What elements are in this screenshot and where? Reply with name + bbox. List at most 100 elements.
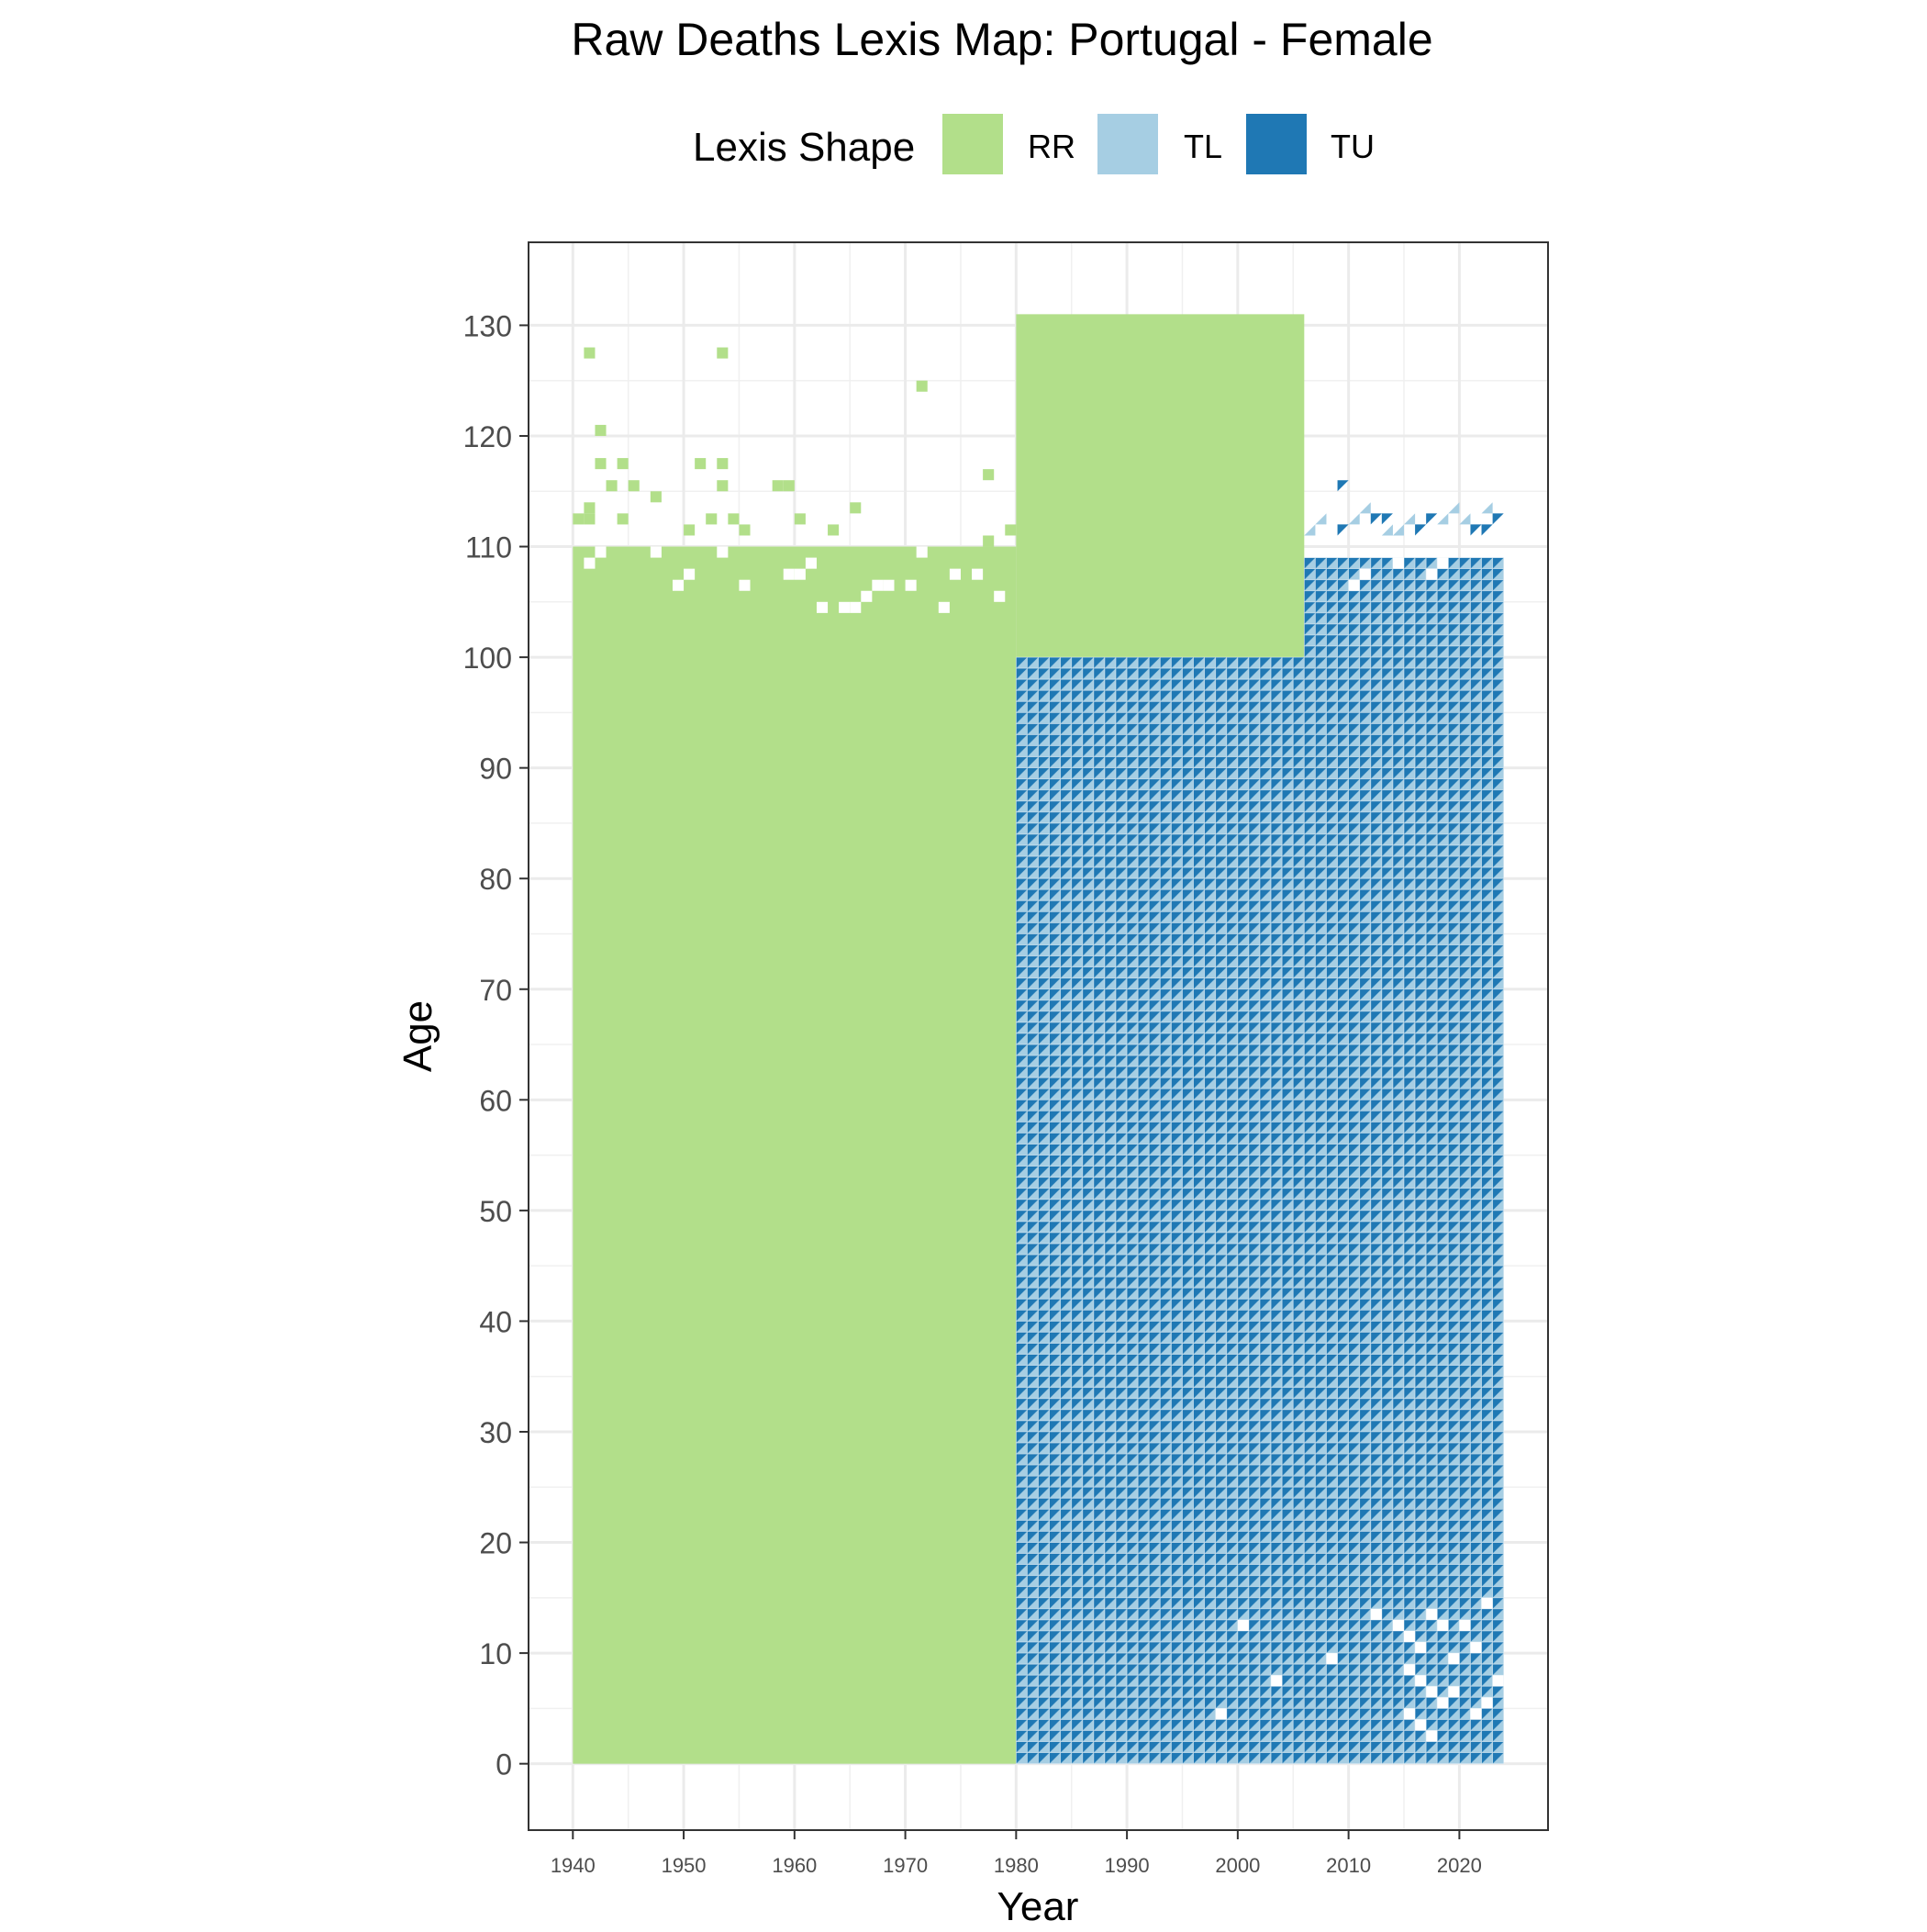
rr-gap: [861, 590, 873, 602]
tl-cell: [1404, 513, 1416, 525]
tltu-gap: [1470, 1642, 1482, 1654]
tu-cell: [1470, 524, 1482, 536]
tu-cell: [1415, 524, 1427, 536]
rr-gap: [839, 601, 851, 613]
tltu-gap: [1459, 1619, 1471, 1631]
rr-gap: [872, 579, 884, 591]
tltu-gap: [1481, 1697, 1493, 1709]
rr-cell: [606, 480, 618, 492]
panel-border: [528, 241, 1549, 1831]
tu-cell: [1381, 513, 1393, 525]
tltu-gap: [1470, 1708, 1482, 1720]
rr-cell: [695, 458, 707, 470]
tl-cell: [1392, 524, 1405, 536]
lexis-cells: [573, 314, 1505, 1765]
tltu-gap: [1426, 568, 1438, 580]
rr-cell: [717, 480, 729, 492]
legend-key-tu: [1246, 114, 1307, 174]
tltu-gap: [1404, 1708, 1416, 1720]
tltu-gap: [1271, 1675, 1283, 1687]
rr-gap: [883, 579, 895, 591]
rr-cell: [983, 535, 995, 547]
rr-cell: [828, 524, 840, 536]
x-axis: 1940 1950 1960 1970 1980 1990 2000 2010 2020: [551, 1830, 1482, 1877]
tltu-gap: [1404, 1664, 1416, 1676]
y-tick-label: 10: [479, 1637, 512, 1670]
rr-cell: [717, 347, 729, 359]
x-tick-label: 1990: [1105, 1854, 1150, 1877]
tu-cell: [1337, 480, 1349, 492]
rr-cell: [850, 502, 862, 514]
y-tick-label: 80: [479, 863, 512, 896]
rr-cell: [684, 524, 696, 536]
rr-gap: [584, 557, 596, 569]
rr-cell: [584, 502, 596, 514]
rr-cell: [717, 458, 729, 470]
tu-cell: [1370, 513, 1382, 525]
legend-label-tl: TL: [1184, 128, 1222, 165]
rr-gap: [739, 579, 751, 591]
tltu-gap: [1370, 1608, 1382, 1620]
y-tick-label: 70: [479, 974, 512, 1007]
cell-separators: [1015, 557, 1505, 1765]
y-tick-label: 100: [463, 642, 512, 675]
chart-title: Raw Deaths Lexis Map: Portugal - Female: [571, 14, 1432, 65]
tltu-gap: [1415, 1642, 1427, 1654]
region-rr: [1016, 314, 1305, 658]
tl-cell: [1481, 502, 1493, 514]
x-axis-label: Year: [997, 1884, 1079, 1927]
tltu-gap: [1426, 1686, 1438, 1698]
tu-cell: [1426, 513, 1438, 525]
tl-cell: [1437, 513, 1449, 525]
rr-cell: [650, 491, 662, 503]
tltu-gap: [1437, 1697, 1449, 1709]
tu-cell: [1492, 513, 1504, 525]
y-tick-label: 90: [479, 753, 512, 786]
region-rr: [573, 546, 1017, 1764]
x-tick-label: 1980: [994, 1854, 1039, 1877]
rr-gap: [650, 546, 662, 558]
rr-gap: [816, 601, 829, 613]
rr-cell: [584, 513, 596, 525]
rr-gap: [938, 601, 950, 613]
y-tick-label: 30: [479, 1416, 512, 1449]
y-tick-label: 120: [463, 420, 512, 453]
rr-cell: [772, 480, 784, 492]
rr-gap: [684, 568, 696, 580]
y-tick-label: 20: [479, 1527, 512, 1560]
rr-gap: [595, 546, 607, 558]
tltu-gap: [1448, 1653, 1460, 1665]
tltu-gap: [1481, 1597, 1493, 1609]
rr-cell: [783, 480, 795, 492]
x-tick-label: 1940: [551, 1854, 596, 1877]
legend: Lexis Shape RR TL TU: [693, 114, 1375, 174]
tltu-gap: [1448, 1686, 1460, 1698]
tltu-gap: [1426, 1608, 1438, 1620]
tu-cell: [1337, 524, 1349, 536]
rr-cell: [584, 347, 596, 359]
legend-title: Lexis Shape: [693, 125, 915, 170]
legend-key-rr: [942, 114, 1003, 174]
rr-gap: [805, 557, 817, 569]
x-tick-label: 2000: [1215, 1854, 1260, 1877]
legend-label-rr: RR: [1028, 128, 1075, 165]
tltu-gap: [1415, 1675, 1427, 1687]
rr-cell: [706, 513, 718, 525]
tltu-gap: [1492, 1675, 1504, 1687]
legend-label-tu: TU: [1331, 128, 1375, 165]
y-axis-label: Age: [395, 1000, 440, 1072]
rr-cell: [573, 513, 585, 525]
tltu-gap: [1437, 557, 1449, 569]
rr-cell: [983, 469, 995, 481]
rr-gap: [717, 546, 729, 558]
tl-cell: [1304, 524, 1316, 536]
tltu-gap: [1437, 1619, 1449, 1631]
rr-cell: [595, 458, 607, 470]
tl-cell: [1381, 524, 1393, 536]
rr-gap: [783, 568, 795, 580]
tltu-gap: [1392, 557, 1405, 569]
x-tick-label: 1950: [662, 1854, 707, 1877]
rr-cell: [1005, 524, 1017, 536]
